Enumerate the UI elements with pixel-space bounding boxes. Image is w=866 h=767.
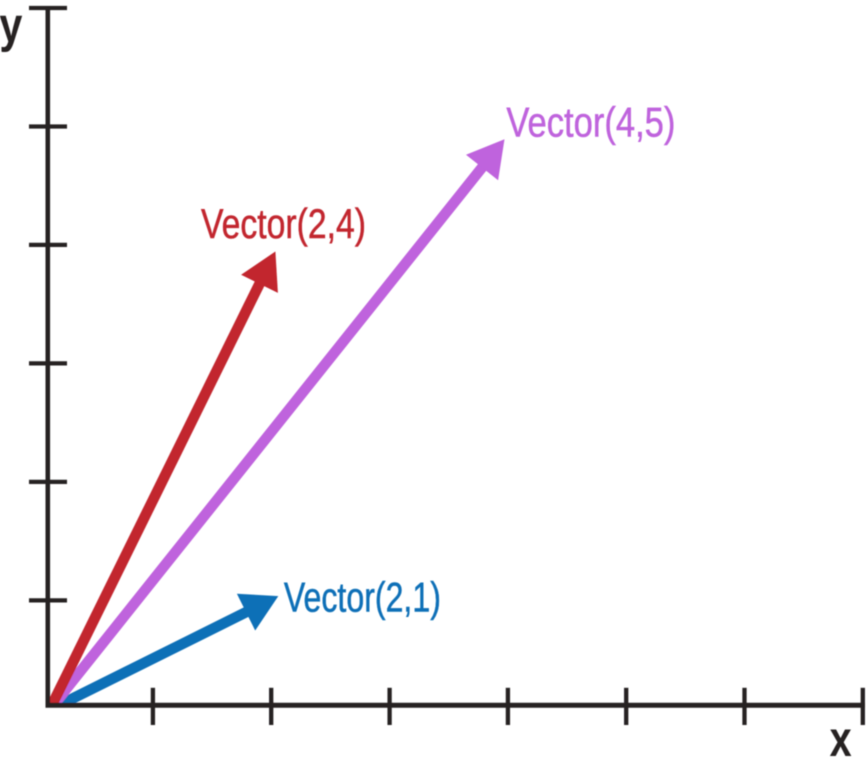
svg-text:x: x <box>830 711 852 767</box>
svg-text:Vector(2,1): Vector(2,1) <box>284 574 441 621</box>
svg-text:Vector(4,5): Vector(4,5) <box>506 98 675 145</box>
svg-text:Vector(2,4): Vector(2,4) <box>201 200 366 247</box>
svg-text:y: y <box>0 0 22 53</box>
